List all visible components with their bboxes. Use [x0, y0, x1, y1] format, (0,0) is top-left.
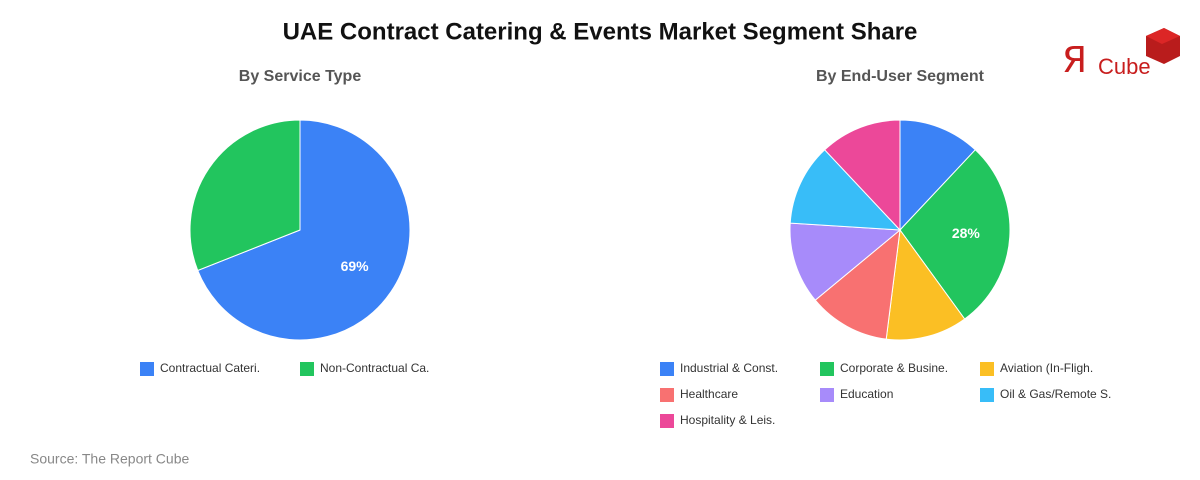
legend-label: Non-Contractual Ca.: [320, 361, 429, 375]
legend-swatch: [300, 362, 314, 376]
legend-swatch: [140, 362, 154, 376]
source: Source: The Report Cube: [30, 451, 189, 467]
legend-label: Education: [840, 387, 893, 401]
logo-mark: Я: [1062, 40, 1087, 81]
legend-label: Corporate & Busine.: [840, 361, 948, 375]
legend-label: Contractual Cateri.: [160, 361, 260, 375]
logo-cube-top: [1146, 28, 1180, 44]
legend-label: Oil & Gas/Remote S.: [1000, 387, 1111, 401]
pie-slice: [899, 119, 977, 232]
chart-title: By Service Type: [239, 68, 362, 85]
legend-label: Aviation (In-Fligh.: [1000, 361, 1093, 375]
legend-label: Hospitality & Leis.: [680, 413, 775, 427]
pie-slice: [814, 228, 901, 340]
pie-slice: [189, 119, 301, 272]
pie-slice: [789, 149, 902, 231]
legend-swatch: [980, 388, 994, 402]
pie-slice: [197, 119, 411, 341]
pie-slice: [789, 222, 902, 301]
legend-swatch: [660, 362, 674, 376]
pie-slice: [823, 119, 901, 232]
page-title: UAE Contract Catering & Events Market Se…: [283, 18, 918, 45]
legend-swatch: [820, 388, 834, 402]
logo: Я Cube: [1062, 28, 1180, 81]
pie-slice: [885, 228, 966, 341]
logo-text: Cube: [1098, 54, 1151, 79]
chart-title: By End-User Segment: [816, 68, 985, 85]
legend-label: Industrial & Const.: [680, 361, 778, 375]
legend-swatch: [820, 362, 834, 376]
legend-swatch: [980, 362, 994, 376]
legend-label: Healthcare: [680, 387, 738, 401]
value-label: 28%: [952, 225, 981, 241]
value-label: 69%: [341, 258, 370, 274]
legend-swatch: [660, 388, 674, 402]
pie-slice: [899, 149, 1011, 320]
legend-swatch: [660, 414, 674, 428]
